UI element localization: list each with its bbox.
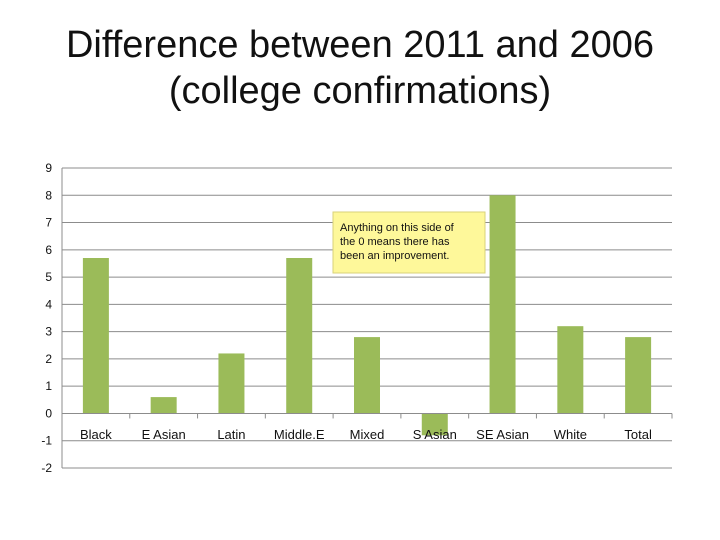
x-tick-label: SE Asian bbox=[476, 427, 529, 442]
annotation: Anything on this side of the 0 means ther… bbox=[332, 211, 486, 274]
x-tick-label: Latin bbox=[217, 427, 245, 442]
x-tick-label: S Asian bbox=[413, 427, 457, 442]
y-tick-label: 5 bbox=[45, 270, 52, 284]
x-tick-label: Mixed bbox=[350, 427, 385, 442]
bar bbox=[286, 258, 313, 414]
bar bbox=[557, 326, 584, 414]
annotation-text: the 0 means there has bbox=[340, 236, 450, 248]
y-tick-label: -1 bbox=[41, 434, 52, 448]
bar bbox=[82, 258, 109, 414]
bar bbox=[354, 337, 380, 414]
x-tick-label: Total bbox=[624, 427, 652, 442]
x-tick-label: Black bbox=[80, 427, 112, 442]
y-axis-ticks: 9 8 7 6 5 4 3 2 1 0 -1 -2 bbox=[41, 161, 52, 475]
bar bbox=[421, 413, 448, 436]
y-tick-label: 8 bbox=[45, 188, 52, 202]
y-tick-label: 9 bbox=[45, 161, 52, 175]
annotation-text: been an improvement. bbox=[340, 250, 449, 262]
x-tick-label: Middle.E bbox=[274, 427, 325, 442]
y-tick-label: 0 bbox=[45, 406, 52, 420]
y-tick-label: 1 bbox=[45, 379, 52, 393]
y-tick-label: 3 bbox=[45, 325, 52, 339]
bar bbox=[489, 195, 516, 414]
y-tick-label: 6 bbox=[45, 243, 52, 257]
chart-title-line-2: (college confirmations) bbox=[168, 70, 552, 112]
x-tick-label: White bbox=[554, 427, 587, 442]
y-tick-label: 7 bbox=[45, 216, 52, 230]
y-tick-label: 2 bbox=[45, 352, 52, 366]
bar bbox=[625, 337, 652, 414]
category-labels: Black E Asian Latin Middle.E Mixed S Asian SE … bbox=[80, 427, 652, 442]
bars bbox=[62, 195, 672, 436]
chart-title: Difference between 2011 and 2006 (colleg… bbox=[0, 22, 720, 114]
annotation-box bbox=[332, 211, 486, 274]
chart-title-line-1: Difference between 2011 and 2006 bbox=[65, 24, 655, 66]
annotation-text: Anything on this side of bbox=[340, 222, 455, 234]
y-tick-label: 4 bbox=[45, 297, 52, 311]
bar bbox=[218, 353, 245, 414]
bar bbox=[150, 397, 177, 414]
x-tick-label: E Asian bbox=[142, 427, 186, 442]
y-tick-label: -2 bbox=[41, 461, 52, 475]
